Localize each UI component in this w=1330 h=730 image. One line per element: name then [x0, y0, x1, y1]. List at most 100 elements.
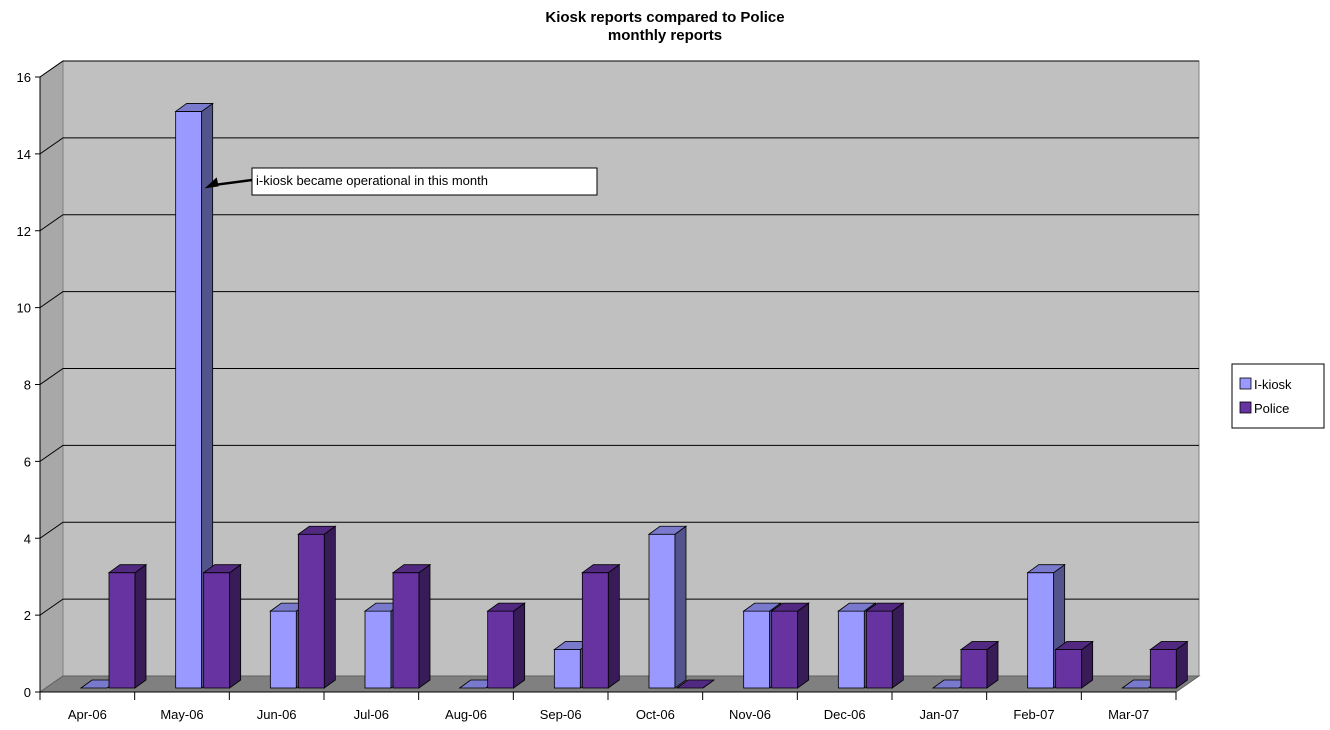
legend-label: Police: [1254, 401, 1289, 416]
chart-title-line-2: monthly reports: [608, 27, 722, 44]
y-tick-label: 6: [24, 454, 31, 469]
bar-front: [1055, 649, 1083, 689]
bar-police: [297, 525, 337, 689]
bar-front: [960, 649, 988, 689]
x-tick-label: Oct-06: [636, 707, 675, 722]
y-tick-label: 16: [17, 70, 31, 85]
bar-police: [675, 679, 716, 689]
bar-front: [203, 572, 231, 689]
bar-side: [674, 525, 687, 689]
bar-front: [269, 610, 297, 689]
y-tick-label: 0: [24, 685, 31, 700]
bar-front: [553, 649, 581, 689]
bar-front: [771, 610, 799, 689]
bar-i-kiosk: [647, 525, 688, 689]
bar-top: [647, 525, 688, 535]
bar-top: [202, 564, 242, 574]
gridline: [39, 521, 1199, 539]
plot-area: 0 2 4 6 8 10 12 14 16 Apr-06 May-06 Jun-06 Jul-06 Aug…: [17, 60, 1201, 722]
annotation: i-kiosk became operational in this month: [204, 167, 598, 196]
legend-swatch: [1239, 377, 1252, 390]
x-tick-label: Jul-06: [354, 707, 389, 722]
y-tick-label: 2: [24, 608, 31, 623]
annotation-arrow: [211, 178, 253, 187]
legend-label: I-kiosk: [1254, 377, 1292, 392]
x-tick-label: May-06: [160, 707, 203, 722]
x-tick-label: Jan-07: [919, 707, 959, 722]
legend: I-kiosk Police: [1231, 363, 1325, 429]
bar-top: [297, 525, 337, 535]
bar-police: [770, 602, 810, 689]
y-tick-label: 10: [17, 301, 31, 316]
bar-police: [486, 602, 526, 689]
bar-side: [134, 563, 147, 689]
y-tick-label: 12: [17, 224, 31, 239]
bar-side: [607, 563, 620, 689]
bar-front: [108, 572, 136, 689]
x-tick-label: Apr-06: [68, 707, 107, 722]
bar-side: [323, 525, 336, 689]
bar-i-kiosk: [174, 102, 214, 689]
gridline: [39, 214, 1199, 232]
legend-swatch: [1239, 401, 1252, 414]
annotation-box: [251, 167, 598, 196]
bar-top: [742, 602, 782, 612]
bar-side: [891, 602, 904, 689]
bar-side: [418, 563, 431, 689]
x-tick-label: Feb-07: [1013, 707, 1054, 722]
bar-side: [513, 602, 526, 689]
bar-top: [1026, 564, 1066, 574]
bar-front: [487, 610, 515, 689]
bar-front: [837, 610, 865, 689]
bar-top: [174, 103, 214, 112]
gridline: [39, 137, 1199, 155]
bar-front: [581, 572, 609, 689]
bar-top: [959, 641, 1000, 650]
gridline: [39, 444, 1199, 462]
x-tick-label: Mar-07: [1108, 707, 1149, 722]
annotation-arrowhead: [204, 177, 219, 189]
bar-front: [743, 610, 771, 689]
bar-police: [865, 602, 905, 689]
bar-front: [175, 111, 203, 689]
bar-front: [364, 610, 392, 689]
bar-top: [770, 602, 810, 612]
bar-top: [675, 679, 716, 689]
bar-top: [391, 564, 432, 574]
bar-police: [107, 563, 148, 689]
x-tick-label: Dec-06: [824, 707, 866, 722]
bar-police: [202, 563, 242, 689]
gridline: [39, 368, 1199, 385]
bar-top: [581, 564, 621, 574]
bar-top: [1149, 641, 1189, 650]
y-tick-label: 4: [24, 531, 31, 546]
x-tick-label: Nov-06: [729, 707, 771, 722]
bar-top: [486, 602, 526, 612]
bar-top: [107, 564, 148, 574]
bar-side: [797, 602, 810, 689]
bar-front: [392, 572, 420, 689]
bar-side: [229, 563, 242, 689]
bar-front: [865, 610, 893, 689]
y-tick-label: 14: [17, 147, 31, 162]
annotation-text: i-kiosk became operational in this month: [256, 173, 488, 188]
bar-top: [865, 602, 905, 612]
bar-front: [297, 533, 325, 689]
bar-police: [1054, 640, 1094, 689]
bar-police: [959, 640, 1000, 689]
x-tick-label: Sep-06: [540, 707, 582, 722]
bar-police: [581, 563, 621, 689]
gridline: [39, 598, 1199, 616]
bar-police: [1149, 640, 1189, 689]
x-tick-label: Aug-06: [445, 707, 487, 722]
bar-police: [391, 563, 432, 689]
bar-front: [648, 533, 676, 689]
bar-front: [1027, 572, 1055, 689]
chart-title-line-1: Kiosk reports compared to Police: [545, 9, 784, 26]
legend-box: [1231, 363, 1325, 429]
bar-top: [1054, 641, 1094, 650]
bar-top: [837, 602, 877, 612]
gridline: [39, 291, 1199, 309]
bar-front: [1149, 649, 1177, 689]
